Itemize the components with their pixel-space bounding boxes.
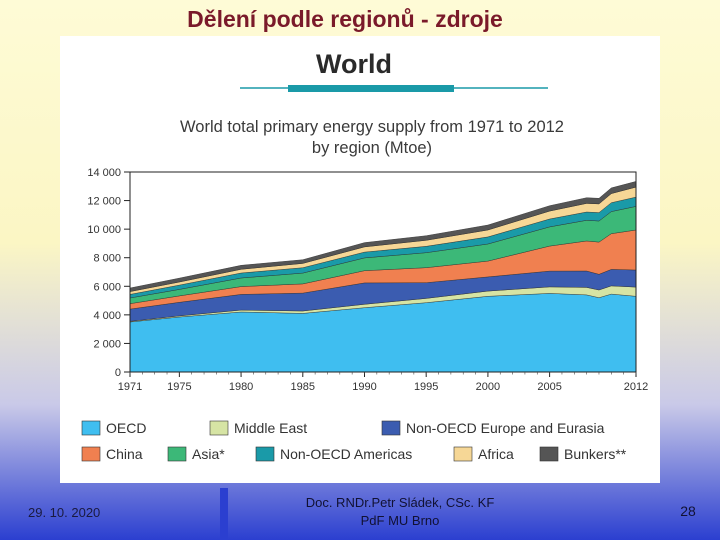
legend-label: Bunkers** bbox=[564, 446, 627, 462]
legend-swatch bbox=[81, 446, 101, 462]
legend-swatch bbox=[453, 446, 473, 462]
energy-area-chart: World World total primary energy supply … bbox=[81, 49, 648, 462]
chart-subtitle: by region (Mtoe) bbox=[312, 139, 432, 157]
x-tick-label: 2012 bbox=[624, 381, 648, 393]
legend-label: Middle East bbox=[234, 420, 307, 436]
legend-swatch bbox=[381, 420, 401, 436]
chart-heading: World bbox=[316, 49, 392, 79]
legend-label: Non-OECD Europe and Eurasia bbox=[406, 420, 605, 436]
legend-label: Asia* bbox=[192, 446, 225, 462]
chart-title: World total primary energy supply from 1… bbox=[180, 118, 564, 136]
y-tick-label: 8 000 bbox=[93, 253, 121, 265]
legend-label: OECD bbox=[106, 420, 146, 436]
legend-swatch bbox=[81, 420, 101, 436]
y-tick-label: 14 000 bbox=[87, 167, 121, 179]
legend-label: Africa bbox=[478, 446, 514, 462]
heading-rule-accent bbox=[288, 85, 454, 92]
x-tick-label: 1980 bbox=[229, 381, 253, 393]
area-series-group bbox=[129, 181, 637, 373]
plot-frame bbox=[129, 171, 637, 373]
legend-swatch bbox=[209, 420, 229, 436]
x-tick-label: 1985 bbox=[291, 381, 315, 393]
legend-swatch bbox=[539, 446, 559, 462]
x-tick-label: 1971 bbox=[118, 381, 142, 393]
y-tick-label: 12 000 bbox=[87, 196, 121, 208]
y-tick-label: 4 000 bbox=[93, 310, 121, 322]
y-tick-label: 10 000 bbox=[87, 224, 121, 236]
footer-author: Doc. RNDr.Petr Sládek, CSc. KF PdF MU Br… bbox=[280, 494, 520, 530]
page-number: 28 bbox=[680, 503, 696, 519]
x-tick-label: 1975 bbox=[167, 381, 191, 393]
footer-accent-bar bbox=[220, 488, 228, 540]
x-tick-label: 2005 bbox=[537, 381, 561, 393]
legend: OECD Middle East Non-OECD Europe and Euras… bbox=[81, 420, 627, 462]
slide-title: Dělení podle regionů - zdroje bbox=[187, 6, 503, 32]
axes-group: 0 2 000 4 000 6 000 8 000 10 000 12 000 14 000 1… bbox=[87, 167, 648, 393]
footer-date: 29. 10. 2020 bbox=[28, 505, 101, 520]
legend-label: China bbox=[106, 446, 143, 462]
y-tick-label: 6 000 bbox=[93, 281, 121, 293]
legend-swatch bbox=[255, 446, 275, 462]
y-tick-label: 2 000 bbox=[93, 338, 121, 350]
y-tick-label: 0 bbox=[115, 367, 121, 379]
legend-label: Non-OECD Americas bbox=[280, 446, 412, 462]
x-tick-label: 1995 bbox=[414, 381, 438, 393]
footer-author-line2: PdF MU Brno bbox=[360, 513, 440, 528]
x-tick-label: 1990 bbox=[352, 381, 376, 393]
chart-panel: World World total primary energy supply … bbox=[60, 36, 660, 483]
x-tick-label: 2000 bbox=[476, 381, 500, 393]
footer-author-line1: Doc. RNDr.Petr Sládek, CSc. KF bbox=[305, 495, 495, 510]
legend-swatch bbox=[167, 446, 187, 462]
